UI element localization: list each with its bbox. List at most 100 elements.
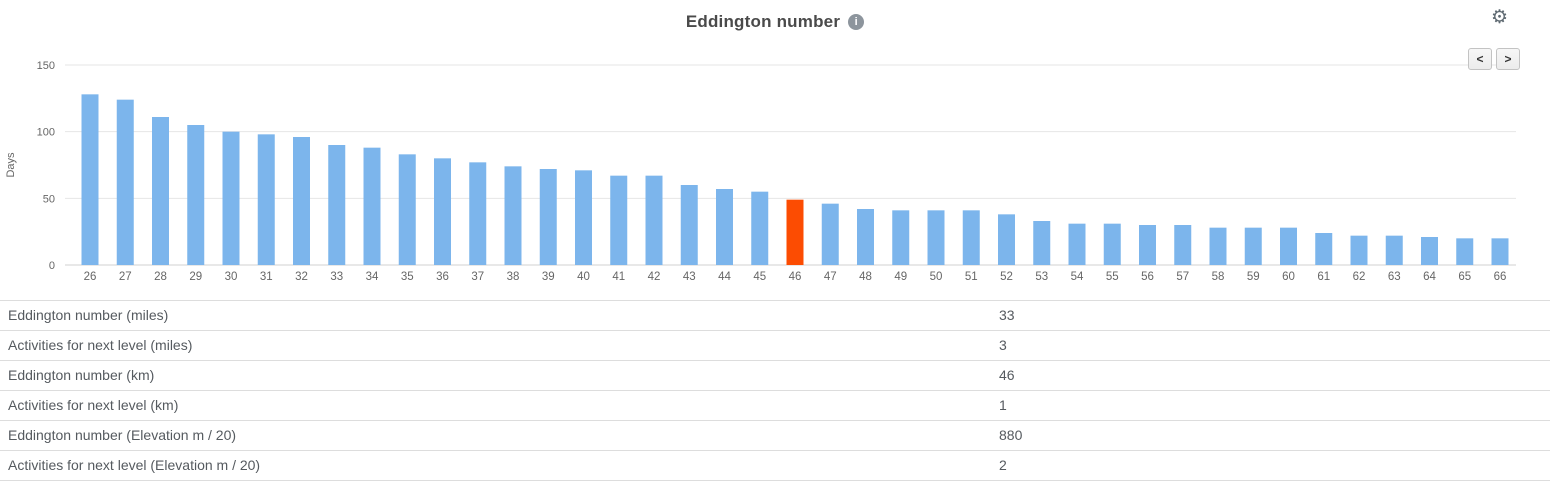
table-row: Eddington number (km) 46 bbox=[0, 361, 1550, 391]
chart-prev-button[interactable]: < bbox=[1468, 48, 1492, 70]
bar-33[interactable] bbox=[328, 145, 346, 265]
page-title: Eddington number bbox=[685, 12, 841, 31]
row-label: Eddington number (Elevation m / 20) bbox=[8, 427, 237, 443]
bar-63[interactable] bbox=[1385, 235, 1403, 265]
bar-42[interactable] bbox=[645, 175, 663, 265]
row-label: Eddington number (km) bbox=[8, 367, 155, 383]
x-axis-label: 60 bbox=[1282, 271, 1295, 283]
bar-41[interactable] bbox=[610, 175, 628, 265]
table-row: Eddington number (Elevation m / 20) 880 bbox=[0, 421, 1550, 451]
x-axis-label: 39 bbox=[542, 271, 555, 283]
bar-38[interactable] bbox=[504, 166, 522, 265]
x-axis-label: 49 bbox=[894, 271, 907, 283]
bar-62[interactable] bbox=[1350, 235, 1368, 265]
x-axis-label: 51 bbox=[965, 271, 978, 283]
bar-54[interactable] bbox=[1068, 223, 1086, 265]
row-label: Eddington number (miles) bbox=[8, 307, 169, 323]
x-axis-label: 66 bbox=[1494, 271, 1507, 283]
bar-59[interactable] bbox=[1244, 227, 1262, 265]
table-row: Activities for next level (miles) 3 bbox=[0, 331, 1550, 361]
bar-66[interactable] bbox=[1491, 238, 1509, 265]
bar-57[interactable] bbox=[1174, 225, 1192, 265]
x-axis-label: 29 bbox=[189, 271, 202, 283]
x-axis-label: 33 bbox=[330, 271, 343, 283]
chart-header: Eddington number i bbox=[0, 12, 1550, 32]
bar-35[interactable] bbox=[398, 154, 416, 265]
x-axis-label: 46 bbox=[789, 271, 802, 283]
y-axis-tick-label: 0 bbox=[49, 260, 55, 272]
bar-58[interactable] bbox=[1209, 227, 1227, 265]
x-axis-label: 43 bbox=[683, 271, 696, 283]
row-value: 880 bbox=[999, 427, 1023, 443]
bar-48[interactable] bbox=[857, 209, 874, 265]
x-axis-label: 41 bbox=[612, 271, 625, 283]
y-axis-title: Days bbox=[5, 152, 17, 178]
x-axis-label: 61 bbox=[1317, 271, 1330, 283]
x-axis-label: 27 bbox=[119, 271, 132, 283]
x-axis-label: 65 bbox=[1458, 271, 1471, 283]
eddington-chart-svg: 0 50 100 150 Days 26 27 28 29 30 31 32 33 34 35 36 37 38 3… bbox=[5, 60, 1516, 283]
bar-64[interactable] bbox=[1421, 237, 1438, 265]
x-axis-label: 31 bbox=[260, 271, 273, 283]
x-axis-label: 28 bbox=[154, 271, 167, 283]
x-axis-label: 48 bbox=[859, 271, 872, 283]
x-axis-label: 54 bbox=[1071, 271, 1084, 283]
x-axis-label: 45 bbox=[753, 271, 766, 283]
x-axis-label: 42 bbox=[648, 271, 661, 283]
bar-53[interactable] bbox=[1033, 221, 1051, 265]
x-axis-label: 30 bbox=[225, 271, 238, 283]
row-label: Activities for next level (Elevation m /… bbox=[8, 457, 261, 473]
x-axis-label: 57 bbox=[1176, 271, 1189, 283]
eddington-stats-table: Eddington number (miles) 33 Activities for… bbox=[0, 300, 1550, 481]
y-axis-tick-label: 150 bbox=[37, 60, 55, 72]
x-axis-label: 47 bbox=[824, 271, 837, 283]
chart-next-button[interactable]: > bbox=[1496, 48, 1520, 70]
bar-50[interactable] bbox=[927, 210, 945, 265]
x-axis-label: 44 bbox=[718, 271, 731, 283]
info-icon[interactable]: i bbox=[848, 14, 865, 30]
x-axis-label: 62 bbox=[1353, 271, 1366, 283]
bar-32[interactable] bbox=[293, 137, 310, 265]
bar-43[interactable] bbox=[680, 185, 698, 265]
bar-56[interactable] bbox=[1139, 225, 1156, 265]
bar-30[interactable] bbox=[222, 131, 240, 265]
x-axis-label: 55 bbox=[1106, 271, 1119, 283]
bar-39[interactable] bbox=[539, 169, 557, 265]
bar-31[interactable] bbox=[257, 134, 275, 265]
table-row: Activities for next level (Elevation m /… bbox=[0, 451, 1550, 481]
bar-40[interactable] bbox=[575, 170, 592, 265]
x-axis-label: 63 bbox=[1388, 271, 1401, 283]
x-axis-label: 59 bbox=[1247, 271, 1260, 283]
x-axis-label: 40 bbox=[577, 271, 590, 283]
x-axis-label: 58 bbox=[1212, 271, 1225, 283]
bar-52[interactable] bbox=[998, 214, 1015, 265]
x-axis-label: 37 bbox=[471, 271, 484, 283]
bar-27[interactable] bbox=[116, 99, 134, 265]
bar-55[interactable] bbox=[1103, 223, 1121, 265]
bar-36[interactable] bbox=[434, 158, 451, 265]
bar-34[interactable] bbox=[363, 147, 381, 265]
row-value: 3 bbox=[999, 337, 1007, 353]
x-axis-label: 53 bbox=[1035, 271, 1048, 283]
bar-46[interactable] bbox=[786, 199, 804, 265]
bar-26[interactable] bbox=[81, 94, 99, 265]
bar-61[interactable] bbox=[1315, 233, 1333, 265]
bar-44[interactable] bbox=[716, 189, 733, 265]
x-axis-label: 36 bbox=[436, 271, 449, 283]
bar-29[interactable] bbox=[187, 125, 205, 265]
bar-49[interactable] bbox=[892, 210, 910, 265]
bar-47[interactable] bbox=[821, 203, 839, 265]
x-axis-label: 34 bbox=[366, 271, 379, 283]
settings-gear-icon[interactable]: ⚙ bbox=[1490, 7, 1508, 28]
bar-28[interactable] bbox=[152, 117, 169, 265]
row-label: Activities for next level (km) bbox=[8, 397, 179, 413]
eddington-chart: 0 50 100 150 Days 26 27 28 29 30 31 32 33 34 35 36 37 38 3… bbox=[0, 45, 1550, 295]
x-axis-label: 38 bbox=[507, 271, 520, 283]
bar-37[interactable] bbox=[469, 162, 487, 265]
x-axis-label: 52 bbox=[1000, 271, 1013, 283]
row-value: 2 bbox=[999, 457, 1007, 473]
bar-51[interactable] bbox=[962, 210, 980, 265]
bar-45[interactable] bbox=[751, 191, 769, 265]
bar-60[interactable] bbox=[1280, 227, 1297, 265]
bar-65[interactable] bbox=[1456, 238, 1474, 265]
